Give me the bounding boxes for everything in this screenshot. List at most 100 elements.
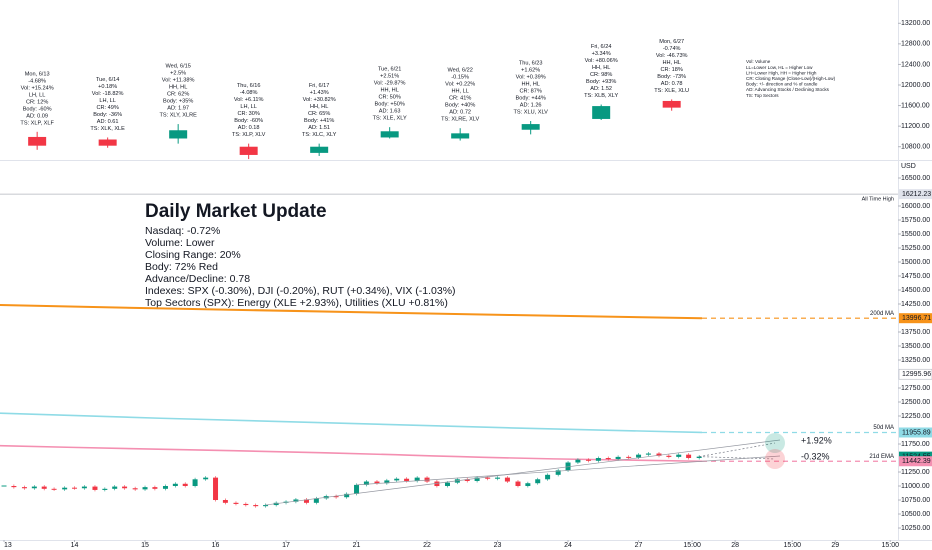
y-tick-label: 14500.00	[901, 287, 930, 294]
y-tick-label: 10250.00	[901, 525, 930, 532]
candle	[615, 456, 621, 460]
y-tick-label: 14250.00	[901, 301, 930, 308]
projection-label: -0.32%	[801, 451, 830, 461]
candle	[434, 481, 440, 487]
legend-note: CR: Closing Range (Close-Low)/(High-Low)	[746, 76, 836, 81]
daily-annotation: AD: 0.18	[238, 125, 260, 131]
daily-annotation: AD: 0.78	[661, 81, 683, 87]
candle	[605, 458, 611, 460]
daily-annotation: TS: XLY, XLRE	[159, 113, 197, 119]
price-badge-label: 16212.23	[902, 191, 931, 198]
candle	[485, 477, 491, 479]
daily-annotation: TS: XLK, XLE	[90, 126, 125, 132]
y-tick-label: 13250.00	[901, 357, 930, 364]
candle	[263, 505, 269, 507]
candle	[676, 454, 682, 457]
daily-annotation: CR: 62%	[167, 92, 189, 98]
daily-annotation: Fri, 6/24	[591, 44, 612, 50]
daily-annotation: TS: XLP, XLV	[232, 132, 266, 138]
update-line: Indexes: SPX (-0.30%), DJI (-0.20%), RUT…	[145, 285, 456, 297]
candle	[404, 478, 410, 481]
candle	[253, 505, 259, 507]
candle	[11, 486, 17, 488]
currency-label: USD	[901, 163, 916, 170]
daily-annotation: +3.34%	[592, 51, 611, 57]
projection-line	[699, 456, 776, 460]
candle	[41, 486, 47, 489]
update-line: Volume: Lower	[145, 237, 215, 249]
update-line: Body: 72% Red	[145, 261, 218, 273]
candle-body	[169, 130, 188, 139]
candle	[595, 458, 601, 461]
daily-annotation: Body: +40%	[445, 103, 475, 109]
ma-label: 50d MA	[873, 425, 894, 431]
legend-note: LH=Lower High, HH = Higher High	[746, 70, 817, 75]
candle	[354, 484, 360, 494]
trend-line	[356, 455, 781, 486]
daily-annotation: AD: 0.72	[449, 110, 471, 116]
x-tick-label: 21	[353, 542, 361, 549]
daily-annotation: LH, LL	[29, 92, 45, 98]
legend-note: Body: +/- direction and % of candle	[746, 82, 818, 87]
daily-annotation: HH, HL	[522, 81, 540, 87]
candle	[293, 499, 299, 502]
daily-annotation: Vol: +0.22%	[445, 82, 475, 88]
daily-annotation: CR: 65%	[308, 111, 330, 117]
x-tick-label: 15:00	[783, 542, 801, 549]
y-tick-label: 11200.00	[901, 123, 930, 130]
candle	[203, 477, 209, 480]
x-tick-label: 15:00	[881, 542, 899, 549]
daily-annotation: AD: 1.97	[167, 106, 189, 112]
update-line: Closing Range: 20%	[145, 249, 241, 261]
daily-annotation: Wed, 6/22	[447, 68, 472, 74]
daily-annotation: HH, HL	[663, 60, 681, 66]
legend-note: LL=Lower Low, HL = Higher Low	[746, 65, 813, 70]
ma-line	[0, 412, 703, 434]
update-title: Daily Market Update	[145, 201, 327, 222]
ma-label: 200d MA	[870, 311, 894, 317]
legend-note: TS: Top Sectors	[746, 93, 779, 98]
y-tick-label: 16500.00	[901, 175, 930, 182]
daily-annotation: TS: XLC, XLY	[302, 132, 337, 138]
candle	[424, 477, 430, 482]
daily-annotation: Body: -60%	[23, 106, 52, 112]
update-line: Nasdaq: -0.72%	[145, 225, 220, 237]
x-tick-label: 24	[564, 542, 572, 549]
daily-annotation: Vol: +15.24%	[21, 85, 54, 91]
x-tick-label: 15:00	[683, 542, 701, 549]
y-tick-label: 12800.00	[901, 41, 930, 48]
candle	[313, 498, 319, 503]
daily-annotation: TS: XLE, XLY	[373, 116, 407, 122]
candle	[182, 483, 188, 487]
candle	[31, 486, 37, 489]
daily-annotation: Vol: -29.87%	[374, 81, 406, 87]
daily-annotation: CR: 50%	[378, 95, 400, 101]
y-tick-label: 10750.00	[901, 497, 930, 504]
daily-annotation: TS: XLP, XLF	[20, 120, 54, 126]
x-tick-label: 29	[831, 542, 839, 549]
candle	[555, 470, 561, 475]
candle	[696, 456, 702, 459]
daily-annotation: TS: XLE, XLU	[654, 88, 689, 94]
y-tick-label: 11600.00	[901, 102, 930, 109]
candle	[243, 503, 249, 506]
y-tick-label: 12250.00	[901, 413, 930, 420]
ma-line	[0, 444, 703, 463]
daily-annotation: -0.15%	[451, 75, 469, 81]
candle	[112, 486, 118, 489]
candle-body	[521, 124, 540, 130]
price-badge-label: 12995.96	[902, 371, 931, 378]
daily-annotation: Vol: +6.11%	[234, 97, 264, 103]
daily-annotation: Body: +50%	[375, 102, 405, 108]
price-badge-label: 11955.89	[902, 429, 931, 436]
daily-annotation: Body: +93%	[586, 79, 616, 85]
daily-annotation: CR: 49%	[96, 105, 118, 111]
price-badge-label: 11442.39	[902, 458, 931, 465]
ma-line	[0, 304, 703, 320]
daily-annotation: LH, LL	[99, 98, 115, 104]
candle-body	[28, 136, 47, 146]
y-tick-label: 15500.00	[901, 231, 930, 238]
candle-body	[662, 100, 681, 108]
daily-annotation: Tue, 6/14	[96, 77, 119, 83]
